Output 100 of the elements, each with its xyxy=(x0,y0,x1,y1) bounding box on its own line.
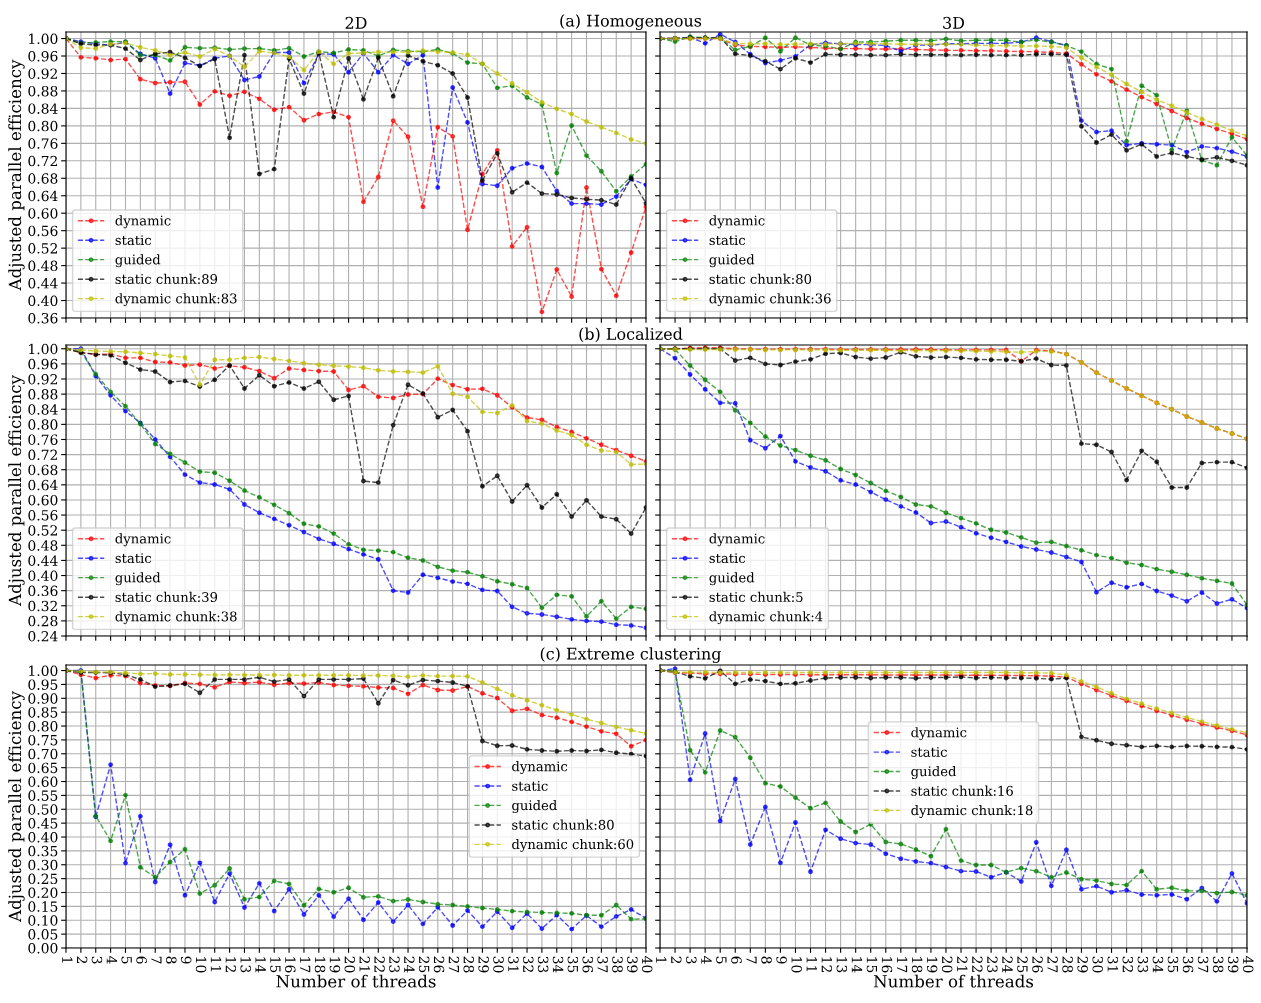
y-tick-label: 0.36 xyxy=(28,585,58,597)
x-tick-label: 31 xyxy=(1107,956,1119,972)
x-tick-label: 34 xyxy=(1152,956,1164,973)
x-tick-label: 10 xyxy=(195,957,207,973)
x-tick-label: 29 xyxy=(478,956,489,973)
x-tick-label: 33 xyxy=(537,956,549,973)
x-tick-label: 34 xyxy=(552,956,564,973)
y-tick-label: 0.05 xyxy=(28,929,58,940)
y-tick-label: 0.32 xyxy=(28,600,57,612)
y-tick-label: 0.36 xyxy=(28,312,58,324)
text: (b) Localized xyxy=(579,327,683,343)
y-tick-label: 0.88 xyxy=(28,389,58,400)
legend-label: static xyxy=(115,235,152,246)
x-tick-label: 6 xyxy=(731,956,742,964)
legend-label: static chunk:89 xyxy=(115,273,218,285)
x-tick-label: 16 xyxy=(285,957,296,973)
x-tick-label: 23 xyxy=(987,956,998,973)
text: (a) Homogeneous xyxy=(560,14,702,30)
x-tick-label: 33 xyxy=(1137,956,1149,973)
x-tick-label: 27 xyxy=(448,956,460,973)
x-tick-label: 32 xyxy=(1122,956,1134,972)
y-tick-label: 0.45 xyxy=(28,818,58,829)
text: (c) Extreme clustering xyxy=(540,647,722,663)
x-tick-label: 2 xyxy=(671,956,682,964)
x-tick-label: 19 xyxy=(329,957,341,973)
x-tick-label: 8 xyxy=(761,956,772,964)
x-tick-label: 7 xyxy=(151,956,162,964)
x-tick-label: 24 xyxy=(1002,956,1013,973)
legend-label: guided xyxy=(512,800,557,813)
x-tick-label: 32 xyxy=(523,956,534,972)
x-tick-label: 24 xyxy=(404,956,415,973)
x-tick-label: 23 xyxy=(389,956,400,973)
legend-label: static xyxy=(709,553,746,564)
x-tick-label: 26 xyxy=(433,956,445,973)
x-tick-label: 11 xyxy=(210,957,222,972)
legend-label: guided xyxy=(911,766,957,780)
y-tick-label: 0.52 xyxy=(28,243,57,254)
legend-label: static xyxy=(911,747,947,757)
y-tick-label: 0.28 xyxy=(28,615,58,627)
x-tick-label: 35 xyxy=(567,956,579,973)
y-tick-label: 0.96 xyxy=(28,358,58,370)
x-tick-label: 14 xyxy=(255,957,266,973)
legend-label: static chunk:39 xyxy=(115,591,218,603)
x-tick-label: 38 xyxy=(1212,956,1224,973)
y-tick-label: 0.92 xyxy=(28,373,57,385)
x-tick-label: 20 xyxy=(344,956,356,973)
y-tick-label: 0.96 xyxy=(28,50,58,62)
x-tick-label: 4 xyxy=(701,956,712,964)
y-tick-label: 0.56 xyxy=(28,510,58,521)
y-tick-label: 0.64 xyxy=(28,190,58,202)
legend-label: dynamic xyxy=(512,761,568,775)
legend-label: dynamic xyxy=(911,727,967,741)
y-tick-label: 0.72 xyxy=(28,449,57,461)
y-tick-label: 0.44 xyxy=(28,555,58,566)
legend-label: dynamic chunk:38 xyxy=(115,611,237,625)
x-tick-label: 39 xyxy=(627,956,638,973)
x-tick-label: 13 xyxy=(240,957,251,973)
y-tick-label: 0.35 xyxy=(28,845,58,857)
legend-label: guided xyxy=(115,254,161,268)
y-tick-label: 0.60 xyxy=(28,208,58,219)
legend-label: dynamic xyxy=(115,215,171,229)
x-tick-label: 3 xyxy=(91,956,103,964)
x-tick-label: 9 xyxy=(180,956,192,964)
y-tick-label: 0.10 xyxy=(28,915,58,926)
x-tick-label: 21 xyxy=(359,956,370,972)
y-tick-label: 0.75 xyxy=(28,734,58,746)
y-tick-label: 0.56 xyxy=(28,225,58,237)
x-axis-title: Number of threads xyxy=(276,974,436,988)
x-tick-label: 3 xyxy=(686,956,697,964)
legend-label: guided xyxy=(709,572,755,586)
y-tick-label: 0.40 xyxy=(28,831,58,843)
chart-title: 2D xyxy=(345,16,367,29)
legend-label: static chunk:16 xyxy=(911,785,1013,796)
y-tick-label: 0.84 xyxy=(28,404,58,415)
legend-label: dynamic chunk:4 xyxy=(709,611,823,625)
y-axis-title: Adjusted parallel efficiency xyxy=(8,375,25,607)
x-tick-label: 31 xyxy=(508,956,519,972)
x-tick-label: 7 xyxy=(746,956,757,964)
x-tick-label: 18 xyxy=(314,957,326,973)
x-tick-label: 20 xyxy=(941,956,953,973)
y-tick-label: 0.70 xyxy=(28,748,58,760)
x-tick-label: 37 xyxy=(1197,956,1209,973)
x-tick-label: 13 xyxy=(836,957,848,973)
y-tick-label: 0.60 xyxy=(28,776,58,787)
x-tick-label: 22 xyxy=(972,956,983,972)
y-tick-label: 0.55 xyxy=(28,790,58,801)
y-tick-label: 1.00 xyxy=(29,33,58,45)
y-axis-title: Adjusted parallel efficiency xyxy=(8,59,25,291)
x-tick-label: 37 xyxy=(597,956,608,973)
y-tick-label: 0.68 xyxy=(28,464,58,476)
x-tick-label: 30 xyxy=(1092,956,1103,973)
x-tick-label: 28 xyxy=(463,956,475,973)
y-tick-label: 0.64 xyxy=(28,479,58,491)
x-tick-label: 17 xyxy=(896,957,908,973)
y-tick-label: 0.40 xyxy=(28,295,58,307)
x-tick-label: 25 xyxy=(418,956,430,973)
y-tick-label: 0.80 xyxy=(28,721,58,732)
y-tick-label: 0.65 xyxy=(28,762,58,774)
y-tick-label: 0.00 xyxy=(28,942,58,954)
y-tick-label: 0.48 xyxy=(28,260,58,272)
